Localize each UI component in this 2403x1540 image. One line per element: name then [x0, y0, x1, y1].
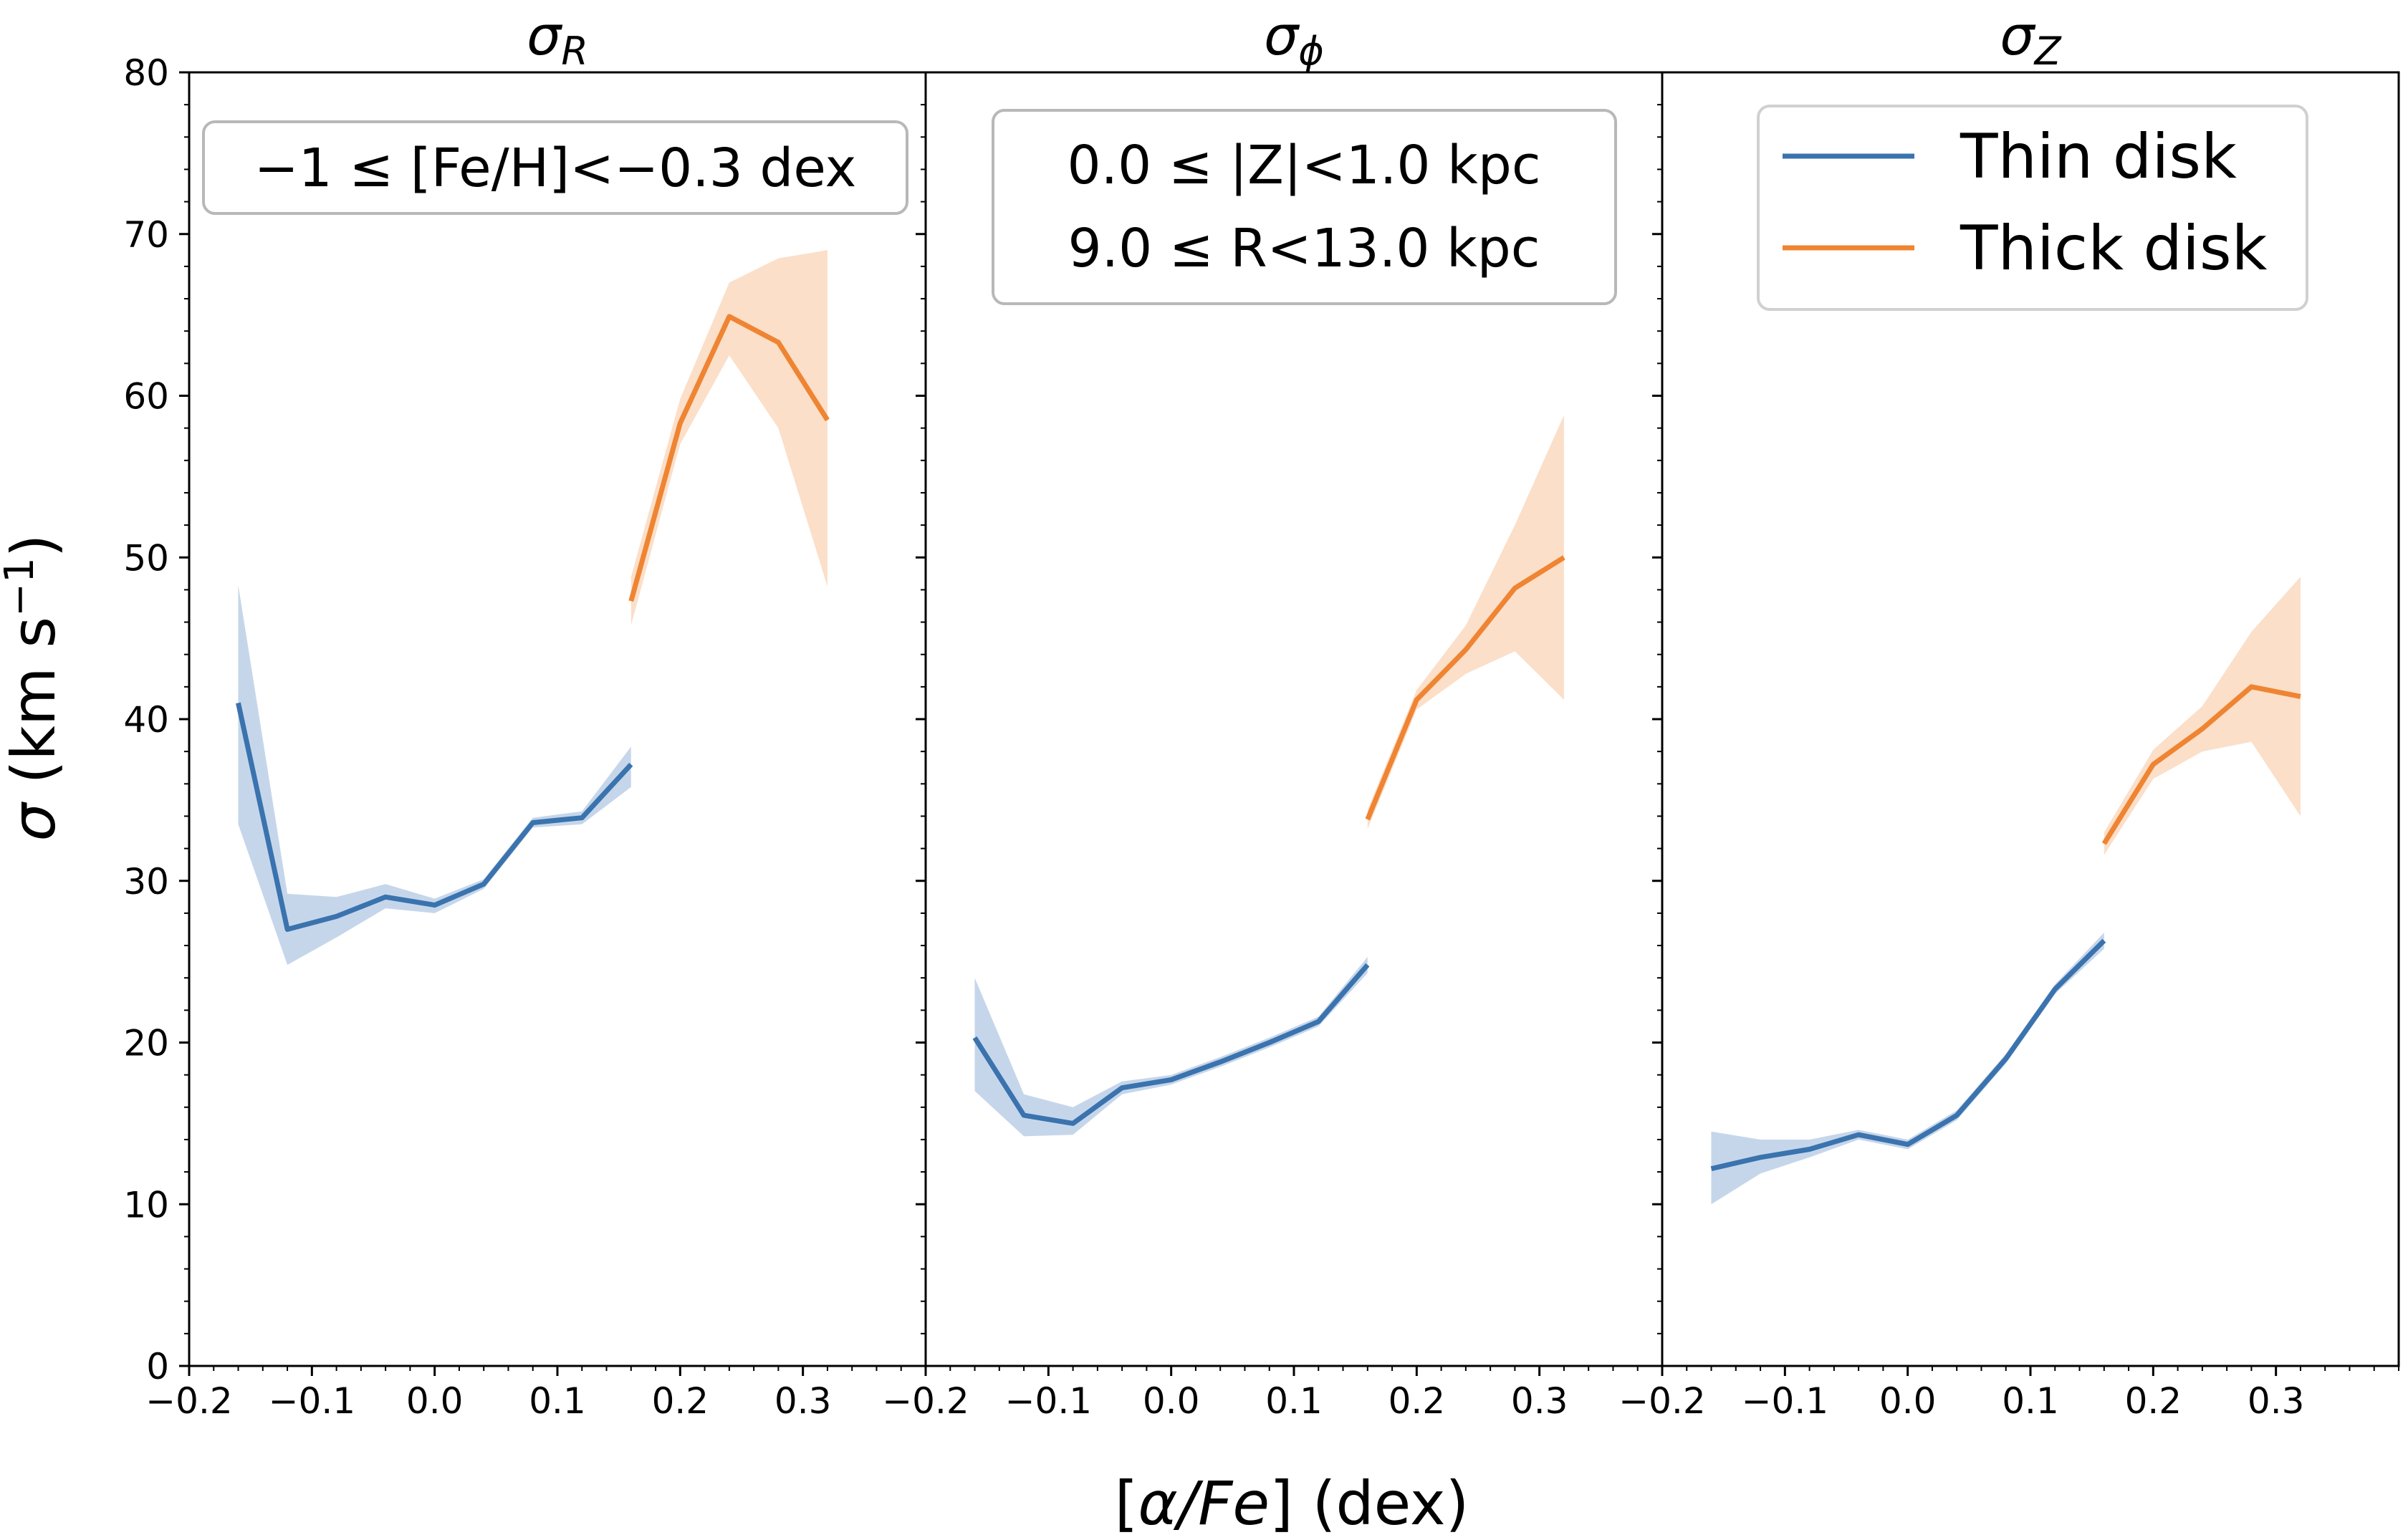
y-tick-label: 60 — [123, 376, 169, 418]
panel-title-subscript: R — [561, 29, 588, 74]
y-tick-label: 30 — [123, 861, 169, 903]
legend-thin-label: Thin disk — [1960, 121, 2237, 193]
metallicity-text: −1 ≤ [Fe/H]<−0.3 dex — [254, 138, 857, 199]
z-range-text: 0.0 ≤ |Z|<1.0 kpc — [1067, 135, 1540, 196]
band-thick-panel-1 — [630, 250, 828, 626]
panel-frame-3 — [1661, 71, 2400, 1367]
x-tick-label: 0.2 — [652, 1380, 709, 1422]
x-tick-label: 0.1 — [529, 1380, 586, 1422]
band-thin-panel-2 — [974, 956, 1368, 1137]
position-annotation: 0.0 ≤ |Z|<1.0 kpc 9.0 ≤ R<13.0 kpc — [992, 109, 1617, 305]
tick-labels: −0.2 −0.1 0.0 0.1 0.2 0.3 −0.2 −0.1 0.0 0.1 0.2 0.3… — [123, 52, 2304, 1422]
line-thick-panel-3 — [2101, 684, 2301, 845]
y-tick-label: 0 — [146, 1346, 169, 1387]
y-tick-label: 80 — [123, 52, 169, 94]
x-tick-label: 0.1 — [2002, 1380, 2059, 1422]
legend: Thin disk Thick disk — [1757, 105, 2308, 311]
metallicity-annotation: −1 ≤ [Fe/H]<−0.3 dex — [202, 120, 908, 215]
panel-title-3: σZ — [2000, 4, 2061, 74]
metallicity-box — [202, 120, 908, 215]
line-thin-panel-3 — [1710, 938, 2106, 1172]
x-tick-label: 0.0 — [1879, 1380, 1937, 1422]
y-tick-label: 70 — [123, 214, 169, 256]
panel-title-2: σϕ — [1264, 4, 1324, 74]
panel-title-subscript: Z — [2033, 29, 2062, 74]
x-tick-label: −0.2 — [882, 1380, 969, 1422]
x-tick-label: 0.1 — [1265, 1380, 1323, 1422]
y-tick-label: 10 — [123, 1184, 169, 1226]
x-tick-label: 0.3 — [774, 1380, 832, 1422]
panel-title-subscript: ϕ — [1298, 29, 1324, 74]
y-axis-label: σ (km s−1) — [0, 534, 69, 841]
panel-title-symbol: σ — [2000, 4, 2036, 67]
x-tick-label: −0.2 — [1618, 1380, 1705, 1422]
r-range-text: 9.0 ≤ R<13.0 kpc — [1068, 218, 1540, 279]
x-tick-label: 0.3 — [2248, 1380, 2305, 1422]
x-tick-label: 0.0 — [406, 1380, 464, 1422]
band-thick-panel-2 — [1367, 415, 1564, 829]
x-tick-label: 0.3 — [1511, 1380, 1568, 1422]
panel-titles: σR σϕ σZ — [527, 4, 2061, 74]
position-box — [992, 109, 1617, 305]
line-thin-panel-1 — [236, 702, 633, 932]
panel-title-symbol: σ — [527, 4, 563, 67]
confidence-bands — [238, 250, 2301, 1205]
x-tick-label: −0.1 — [1005, 1380, 1092, 1422]
x-tick-label: −0.2 — [145, 1380, 232, 1422]
band-thin-panel-3 — [1711, 933, 2104, 1205]
panel-frames — [188, 71, 2400, 1367]
panel-title-symbol: σ — [1264, 4, 1300, 67]
y-tick-label: 20 — [123, 1023, 169, 1064]
x-tick-label: −0.1 — [269, 1380, 355, 1422]
y-tick-label: 40 — [123, 699, 169, 741]
x-tick-label: 0.2 — [2125, 1380, 2182, 1422]
legend-thick-label: Thick disk — [1960, 213, 2268, 284]
panel-title-1: σR — [527, 4, 588, 74]
x-tick-label: 0.2 — [1388, 1380, 1446, 1422]
x-axis-label: [α/Fe] (dex) — [1115, 1468, 1469, 1539]
band-thick-panel-3 — [2104, 577, 2301, 855]
x-tick-label: −0.1 — [1742, 1380, 1828, 1422]
series-lines — [236, 314, 2301, 1172]
line-thin-panel-2 — [972, 963, 1370, 1126]
line-thick-panel-1 — [628, 314, 830, 602]
band-thin-panel-1 — [238, 584, 631, 966]
line-thick-panel-2 — [1365, 555, 1565, 821]
x-tick-label: 0.0 — [1143, 1380, 1200, 1422]
y-tick-label: 50 — [123, 537, 169, 579]
